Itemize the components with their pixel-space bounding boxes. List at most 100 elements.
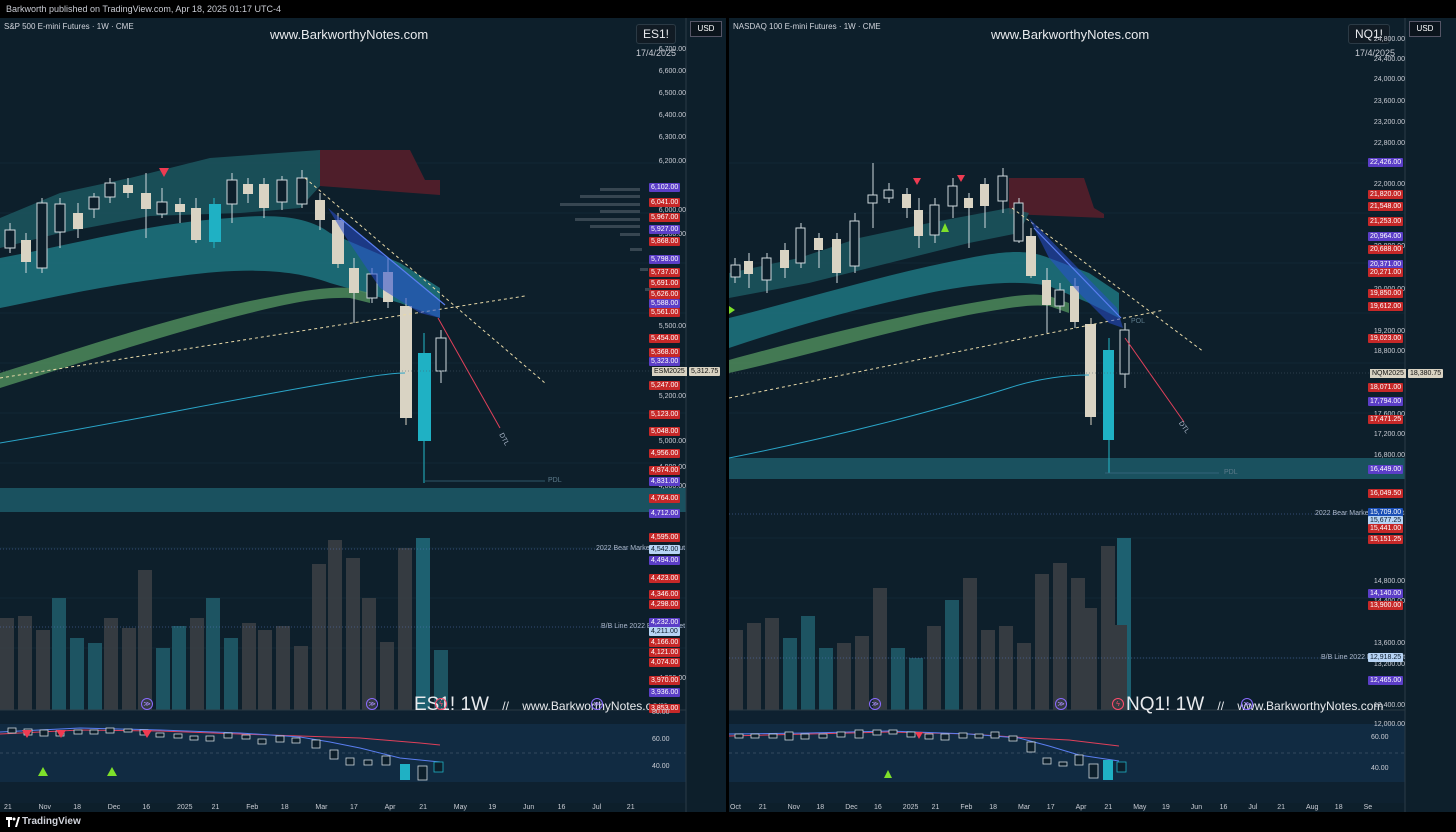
price-tick: 6,400.00: [658, 112, 686, 119]
osc-tick: 60.00: [1371, 734, 1389, 741]
time-tick: Jul: [1248, 804, 1258, 811]
time-tick: 18: [280, 804, 289, 811]
watermark-bottom-symbol: ES1! 1W: [414, 694, 489, 715]
price-level-label: 4,211.00: [649, 627, 680, 636]
price-level-label: 4,166.00: [649, 638, 681, 647]
footer-bar: TradingView: [0, 812, 1456, 832]
price-tick: 6,200.00: [658, 158, 686, 165]
price-level-label: 21,820.00: [1368, 190, 1404, 199]
time-tick: May: [453, 804, 468, 811]
osc-tick: 80.00: [652, 709, 670, 716]
price-tick: 5,500.00: [658, 323, 686, 330]
time-tick: Jun: [523, 804, 535, 811]
nq-chart-panel[interactable]: NASDAQ 100 E-mini Futures · 1W · CME www…: [729, 18, 1456, 812]
price-level-label: 15,151.25: [1368, 535, 1404, 544]
es-chart-canvas[interactable]: [0, 18, 726, 812]
currency-button[interactable]: USD: [690, 21, 722, 37]
volume-profile: [560, 188, 651, 291]
time-tick: 21: [419, 804, 427, 811]
time-tick: Apr: [384, 804, 396, 811]
price-tick: 5,900.00: [658, 231, 686, 238]
price-level-label: 5,626.00: [649, 290, 681, 299]
bb-line-label: B/B Line 2022 Bear Market: [601, 623, 686, 630]
price-level-label: 4,874.00: [649, 466, 681, 475]
green-ma-band: [0, 287, 370, 388]
price-tick: 22,000.00: [1373, 181, 1405, 188]
event-icon[interactable]: ≫: [141, 698, 153, 710]
teal-ribbon: [0, 216, 440, 318]
nq-volume-bars: [729, 538, 1131, 710]
watermark-top: www.BarkworthyNotes.com: [991, 27, 1150, 42]
price-tick: 19,200.00: [1373, 328, 1405, 335]
es-chart-panel[interactable]: S&P 500 E-mini Futures · 1W · CME www.Ba…: [0, 18, 726, 812]
price-level-label: 13,900.00: [1368, 601, 1404, 610]
event-icon[interactable]: ≫: [591, 698, 603, 710]
price-tick: 13,200.00: [1373, 661, 1405, 668]
price-level-label: 15,709.00: [1368, 508, 1404, 517]
price-level-label: 5,048.00: [649, 427, 681, 436]
event-icon[interactable]: ≫: [869, 698, 881, 710]
price-level-label: 5,368.00: [649, 348, 681, 357]
price-level-label: 4,298.00: [649, 600, 681, 609]
price-level-label: 5,454.00: [649, 334, 681, 343]
bb-line-label: B/B Line 2022 Bear Market: [1321, 654, 1406, 661]
time-tick: Apr: [1075, 804, 1087, 811]
price-level-label: 12,918.25: [1368, 653, 1404, 662]
price-level-label: 21,548.00: [1368, 202, 1404, 211]
time-tick: 18: [816, 804, 825, 811]
price-level-label: 17,471.25: [1368, 415, 1404, 424]
currency-button[interactable]: USD: [1409, 21, 1441, 37]
osc-tick: 60.00: [652, 736, 670, 743]
price-tick: 14,800.00: [1373, 578, 1405, 585]
bear-break-label: 2022 Bear Market Break Out: [596, 545, 686, 552]
time-tick: 21: [758, 804, 767, 811]
price-tick: 17,600.00: [1365, 411, 1405, 418]
price-level-label: 12,465.00: [1368, 676, 1404, 685]
time-tick: 21: [1104, 804, 1113, 811]
price-level-label: 20,964.00: [1368, 232, 1404, 241]
earnings-icon[interactable]: ϟ: [1112, 698, 1124, 710]
time-tick: 21: [4, 804, 12, 811]
symbol-line: NASDAQ 100 E-mini Futures · 1W · CME: [733, 22, 881, 31]
watermark-bottom-separator: //: [502, 699, 509, 713]
event-icon[interactable]: ≫: [366, 698, 378, 710]
price-tick: 17,200.00: [1373, 431, 1405, 438]
watermark-top: www.BarkworthyNotes.com: [270, 27, 429, 42]
price-tick: 4,800.00: [658, 483, 686, 490]
time-tick: 16: [557, 804, 566, 811]
price-level-label: 6,102.00: [649, 183, 681, 192]
price-level-label: 5,927.00: [649, 225, 681, 234]
price-level-label: 20,271.00: [1368, 268, 1404, 277]
price-level-label: 5,588.00: [649, 299, 681, 308]
pdl-label: PDL: [548, 477, 562, 484]
watermark-bottom: NQ1! 1W // www.BarkworthyNotes.com: [1126, 694, 1383, 716]
price-level-label: 19,023.00: [1368, 334, 1404, 343]
time-tick: 17: [1046, 804, 1055, 811]
tradingview-brand: TradingView: [22, 816, 81, 827]
price-level-label: 4,764.00: [649, 494, 681, 503]
time-tick: Feb: [246, 804, 259, 811]
price-tick: 5,000.00: [658, 438, 686, 445]
price-level-label: 4,595.00: [649, 533, 681, 542]
time-tick: 21: [1277, 804, 1285, 811]
symbol-line: S&P 500 E-mini Futures · 1W · CME: [4, 22, 134, 31]
symbol-badge: ES1!: [636, 24, 677, 44]
time-tick: Nov: [38, 804, 52, 811]
earnings-icon[interactable]: ϟ: [435, 698, 447, 710]
event-icon[interactable]: ≫: [1241, 698, 1253, 710]
badge-date: 17/4/2025: [1355, 48, 1396, 58]
price-level-label: 18,071.00: [1368, 383, 1404, 392]
price-tick: 5,200.00: [658, 393, 686, 400]
time-tick: 18: [989, 804, 997, 811]
price-level-label: 16,449.00: [1368, 465, 1404, 474]
price-level-label: 5,798.00: [649, 255, 681, 264]
price-tick: 13,600.00: [1373, 640, 1405, 647]
event-icon[interactable]: ≫: [1055, 698, 1067, 710]
time-tick: 16: [142, 804, 151, 811]
price-level-label: 4,074.00: [649, 658, 681, 667]
time-tick: Dec: [107, 804, 121, 811]
price-level-label: 5,967.00: [649, 213, 681, 222]
nq-chart-canvas[interactable]: [729, 18, 1456, 812]
price-level-label: 20,688.00: [1368, 245, 1404, 254]
price-level-label: 14,140.00: [1368, 589, 1404, 598]
